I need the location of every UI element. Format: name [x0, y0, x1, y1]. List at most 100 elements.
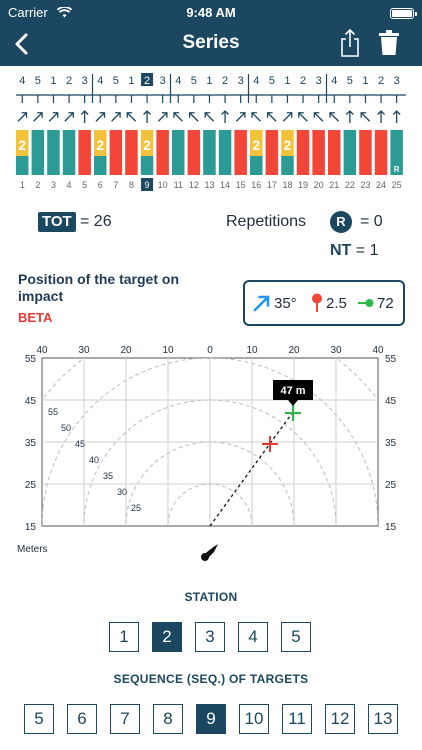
wind-arrow [126, 112, 137, 122]
arc-label: 50 [61, 423, 71, 433]
target-number[interactable]: 16 [251, 180, 261, 190]
result-bar-label: 2 [18, 137, 26, 153]
station-button[interactable]: 2 [152, 622, 182, 652]
target-number[interactable]: 25 [392, 180, 402, 190]
target-number[interactable]: 10 [158, 180, 168, 190]
sequence-button[interactable]: 6 [67, 704, 97, 734]
station-number: 4 [175, 75, 181, 87]
target-number[interactable]: 14 [220, 180, 230, 190]
back-chevron-icon[interactable] [8, 30, 36, 58]
page-title: Series [182, 32, 240, 53]
sequence-button[interactable]: 10 [239, 704, 269, 734]
result-bar-label: 2 [252, 137, 260, 153]
wind-arrow [188, 112, 199, 122]
target-number[interactable]: 8 [129, 180, 134, 190]
target-number[interactable]: 11 [174, 180, 183, 190]
result-bar [281, 156, 294, 175]
target-number[interactable]: 2 [35, 180, 40, 190]
target-number[interactable]: 1 [20, 180, 25, 190]
result-bar [94, 156, 107, 175]
wind-arrow [143, 110, 152, 123]
target-number[interactable]: 20 [314, 180, 324, 190]
result-bar [156, 130, 169, 175]
station-number: 5 [191, 75, 197, 87]
target-number[interactable]: 13 [204, 180, 214, 190]
sequence-button[interactable]: 7 [110, 704, 140, 734]
share-icon[interactable] [338, 28, 362, 58]
carrier-label: Carrier [8, 5, 48, 20]
sequence-button[interactable]: 8 [153, 704, 183, 734]
sequence-button[interactable]: 12 [325, 704, 355, 734]
target-number[interactable]: 22 [345, 180, 355, 190]
result-bar [390, 130, 403, 175]
nt-row: NT = 1 [330, 242, 378, 260]
wind-arrow [204, 112, 215, 122]
tot-badge: TOT [38, 212, 76, 232]
wind-arrow [235, 112, 246, 122]
target-number[interactable]: 5 [82, 180, 87, 190]
sequence-button[interactable]: 11 [282, 704, 312, 734]
axis-top-label: 10 [162, 345, 174, 356]
arc-label: 45 [75, 439, 85, 449]
sequence-button[interactable]: 5 [24, 704, 54, 734]
target-number[interactable]: 17 [267, 180, 277, 190]
target-number[interactable]: 15 [236, 180, 246, 190]
sequence-button[interactable]: 9 [196, 704, 226, 734]
distance-tooltip-text: 47 m [280, 385, 305, 397]
result-bar [187, 130, 201, 175]
repetitions-badge: R [330, 211, 352, 233]
position-title: Position of the target on impact [18, 271, 179, 304]
axis-top-label: 20 [288, 345, 300, 356]
target-number[interactable]: 4 [67, 180, 72, 190]
wind-arrow-row [17, 110, 401, 123]
result-bar [109, 130, 123, 175]
target-number[interactable]: 6 [98, 180, 103, 190]
target-number[interactable]: 12 [189, 180, 199, 190]
station-button[interactable]: 5 [281, 622, 311, 652]
station-number: 4 [253, 75, 259, 87]
target-number[interactable]: 18 [282, 180, 292, 190]
axis-left-label: 35 [25, 438, 37, 449]
sequence-button[interactable]: 13 [368, 704, 398, 734]
navigation-bar: Carrier 9:48 AM Series [0, 0, 422, 66]
axis-top-label: 40 [372, 345, 384, 356]
target-number[interactable]: 7 [113, 180, 118, 190]
station-number: 5 [347, 75, 353, 87]
target-number[interactable]: 23 [360, 180, 370, 190]
battery-icon [390, 8, 417, 19]
position-subtitle: BETA [18, 310, 53, 325]
status-bar: Carrier 9:48 AM [0, 4, 422, 22]
station-number: 3 [394, 75, 400, 87]
trash-icon[interactable] [378, 30, 400, 56]
axis-top-label: 20 [120, 345, 132, 356]
station-number: 4 [97, 75, 103, 87]
result-bar [296, 130, 310, 175]
station-number: 5 [269, 75, 275, 87]
wind-arrow [157, 112, 168, 122]
impact-crosshair [285, 405, 301, 421]
axis-top-label: 30 [78, 345, 90, 356]
target-number[interactable]: 19 [298, 180, 308, 190]
station-button[interactable]: 1 [109, 622, 139, 652]
target-number[interactable]: 21 [329, 180, 339, 190]
station-button[interactable]: 4 [238, 622, 268, 652]
result-bar [125, 130, 138, 175]
distance-tooltip: 47 m [273, 380, 313, 406]
wind-arrow [266, 112, 277, 122]
target-number[interactable]: 24 [376, 180, 386, 190]
result-bar-row: 2 2 2 2 2 R [16, 130, 403, 175]
wind-arrow [313, 112, 324, 122]
result-bar [265, 130, 279, 175]
wind-arrow [173, 112, 183, 122]
target-number[interactable]: 9 [145, 180, 150, 190]
impact-plot: 40 30 20 10 0 10 20 30 4055453525155545352515555… [17, 345, 397, 561]
repetitions-value: = 0 [360, 213, 383, 230]
wind-arrow [80, 110, 89, 123]
axis-left-label: 45 [25, 396, 37, 407]
station-button[interactable]: 3 [195, 622, 225, 652]
station-number: 4 [19, 75, 25, 87]
target-number[interactable]: 3 [51, 180, 56, 190]
result-bar-label: 2 [143, 137, 151, 153]
